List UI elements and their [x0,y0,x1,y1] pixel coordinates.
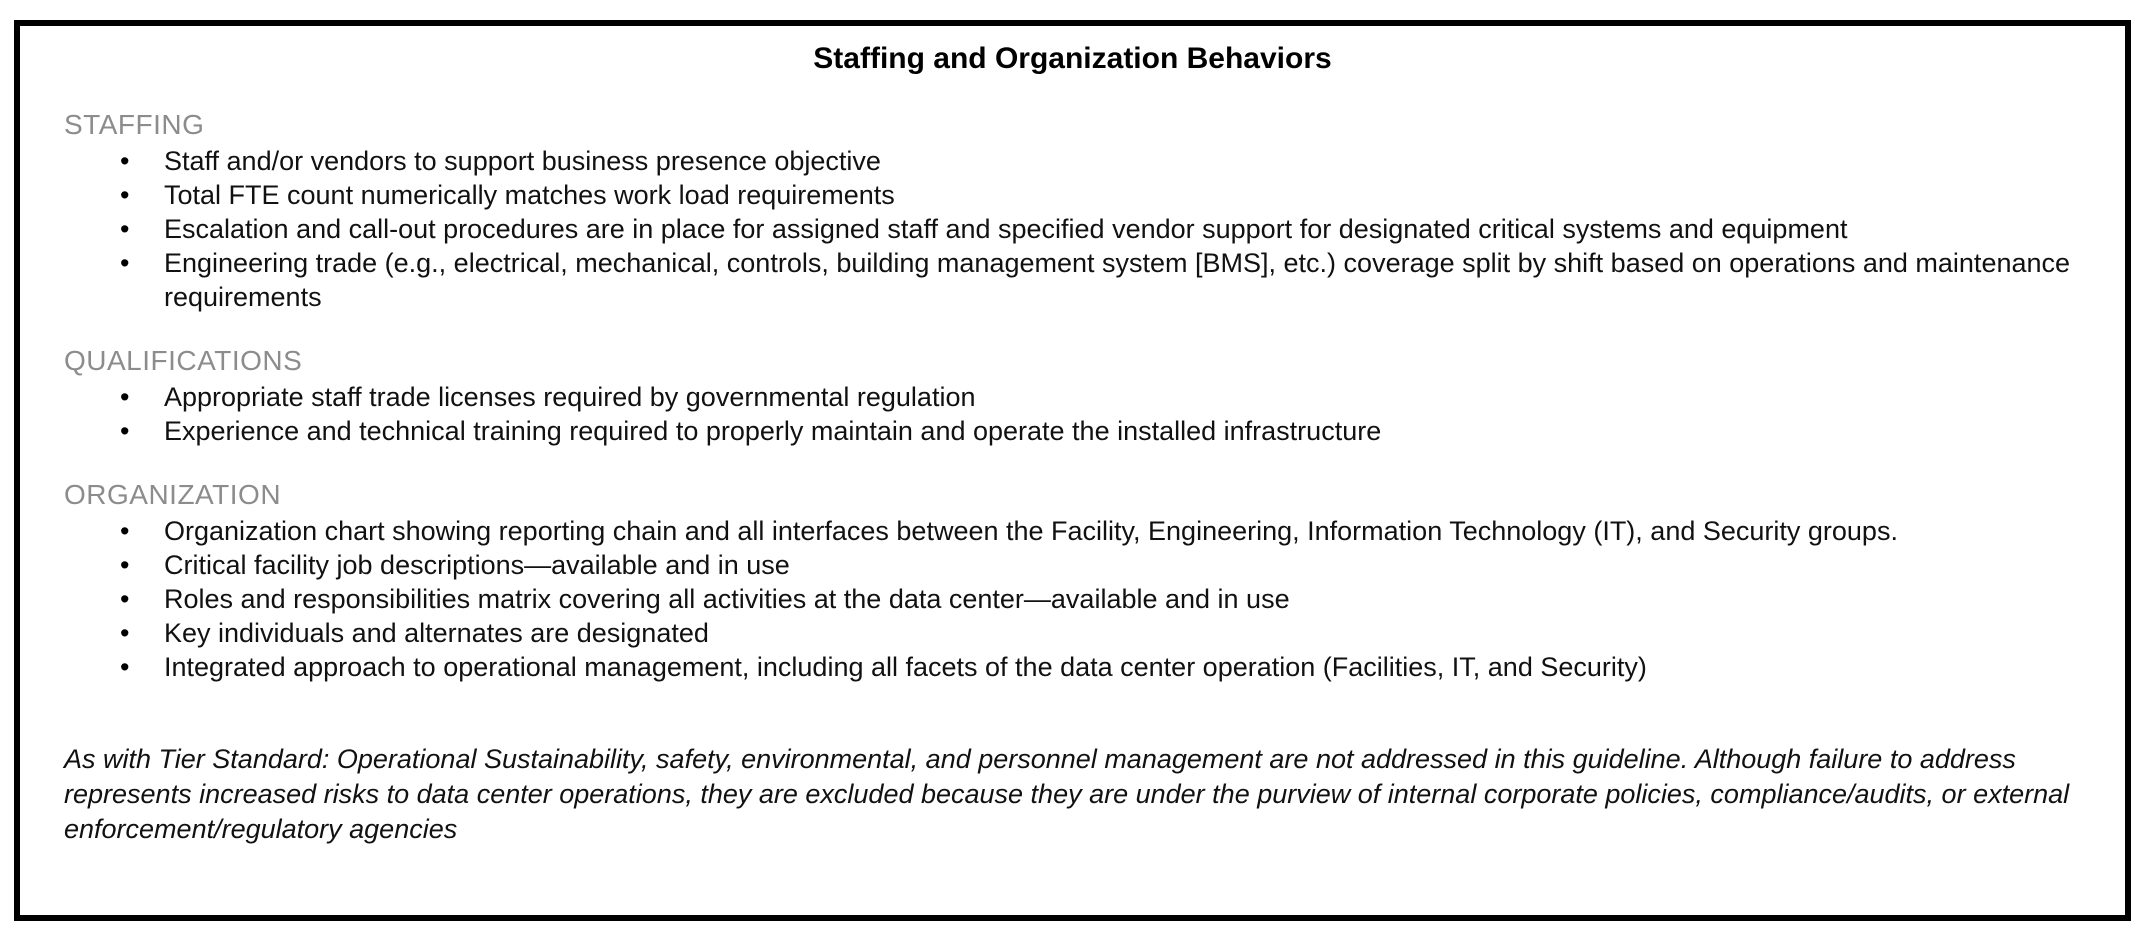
bullet-icon: • [120,584,130,614]
bullet-icon: • [120,146,130,176]
bullet-icon: • [120,180,130,210]
bullet-text: Engineering trade (e.g., electrical, mec… [164,248,2071,312]
document-frame: Staffing and Organization Behaviors STAF… [14,20,2131,921]
list-item: • Integrated approach to operational man… [64,650,2081,684]
footnote: As with Tier Standard: Operational Susta… [64,744,2070,844]
list-item: • Appropriate staff trade licenses requi… [64,380,2081,414]
bullet-text: Experience and technical training requir… [164,416,1382,446]
bullet-icon: • [120,416,130,446]
bullet-text: Roles and responsibilities matrix coveri… [164,584,1290,614]
list-item: • Key individuals and alternates are des… [64,616,2081,650]
section-organization: ORGANIZATION • Organization chart showin… [64,478,2081,684]
bullet-list: • Organization chart showing reporting c… [64,514,2081,684]
list-item: • Critical facility job descriptions—ava… [64,548,2081,582]
bullet-text: Escalation and call-out procedures are i… [164,214,1848,244]
list-item: • Organization chart showing reporting c… [64,514,2081,548]
section-heading: STAFFING [64,109,205,140]
bullet-text: Integrated approach to operational manag… [164,652,1647,682]
section-qualifications: QUALIFICATIONS • Appropriate staff trade… [64,344,2081,448]
bullet-icon: • [120,382,130,412]
bullet-icon: • [120,618,130,648]
list-item: • Roles and responsibilities matrix cove… [64,582,2081,616]
bullet-text: Key individuals and alternates are desig… [164,618,709,648]
bullet-text: Staff and/or vendors to support business… [164,146,881,176]
bullet-icon: • [120,652,130,682]
list-item: • Escalation and call-out procedures are… [64,212,2081,246]
bullet-text: Appropriate staff trade licenses require… [164,382,976,412]
list-item: • Total FTE count numerically matches wo… [64,178,2081,212]
bullet-icon: • [120,550,130,580]
bullet-text: Total FTE count numerically matches work… [164,180,895,210]
section-staffing: STAFFING • Staff and/or vendors to suppo… [64,108,2081,314]
bullet-icon: • [120,214,130,244]
list-item: • Engineering trade (e.g., electrical, m… [64,246,2081,314]
section-heading: QUALIFICATIONS [64,345,303,376]
bullet-text: Organization chart showing reporting cha… [164,516,1898,546]
bullet-icon: • [120,248,130,278]
bullet-text: Critical facility job descriptions—avail… [164,550,790,580]
bullet-list: • Appropriate staff trade licenses requi… [64,380,2081,448]
bullet-icon: • [120,516,130,546]
section-heading: ORGANIZATION [64,479,282,510]
list-item: • Staff and/or vendors to support busine… [64,144,2081,178]
page-title: Staffing and Organization Behaviors [813,42,1332,75]
bullet-list: • Staff and/or vendors to support busine… [64,144,2081,314]
list-item: • Experience and technical training requ… [64,414,2081,448]
